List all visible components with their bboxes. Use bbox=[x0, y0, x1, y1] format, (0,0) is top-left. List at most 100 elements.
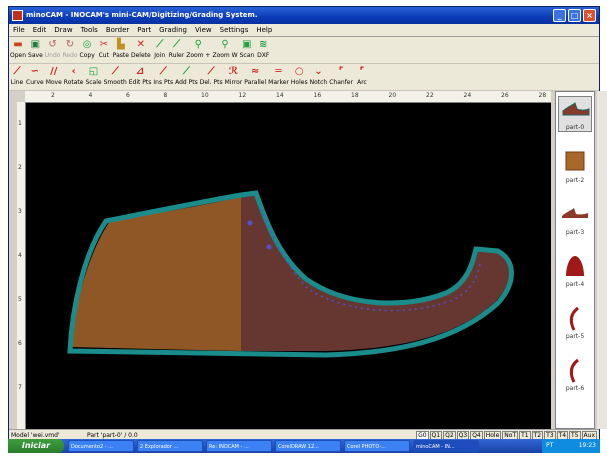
ruler-h-label: 22 bbox=[426, 92, 434, 99]
parallel-icon: ≈ bbox=[251, 66, 260, 77]
ruler-h-label: 12 bbox=[238, 92, 247, 99]
tool-dxf[interactable]: ≋ DXF bbox=[255, 37, 271, 63]
holes-icon: ○ bbox=[294, 66, 304, 77]
ruler-v-label: 1 bbox=[18, 120, 22, 127]
tool-mirror[interactable]: ℛ Mirror bbox=[224, 64, 244, 90]
app-window: minoCAM - INOCAM's mini-CAM/Digitizing/G… bbox=[8, 6, 607, 453]
tool-marker[interactable]: ═ Marker bbox=[267, 64, 290, 90]
marker-icon: ═ bbox=[275, 66, 282, 77]
tool-copy[interactable]: ◎ Copy bbox=[79, 37, 96, 63]
drawing-canvas[interactable] bbox=[26, 103, 551, 429]
menu-view[interactable]: View bbox=[195, 26, 212, 34]
tool-ruler[interactable]: ⟋ Ruler bbox=[168, 37, 186, 63]
zoom-w-icon: ⚲ bbox=[221, 39, 229, 50]
ins-pts-icon: ⟋ bbox=[159, 66, 167, 77]
tool-label: Del. Pts bbox=[199, 79, 223, 86]
system-tray: PT 19:23 bbox=[542, 439, 600, 453]
part-thumbnail[interactable]: part-0 bbox=[558, 96, 592, 132]
language-indicator[interactable]: PT bbox=[546, 442, 554, 449]
tool-rotate[interactable]: ‹ Rotate bbox=[63, 64, 85, 90]
menu-edit[interactable]: Edit bbox=[32, 26, 47, 34]
smooth-icon: ⟋ bbox=[111, 66, 119, 77]
zoom-icon: ⚲ bbox=[194, 39, 202, 50]
part-preview-icon bbox=[569, 358, 579, 383]
tool-scale[interactable]: ◱ Scale bbox=[84, 64, 102, 90]
part-thumbnail[interactable]: part-6 bbox=[558, 356, 592, 392]
parts-scrollbar[interactable] bbox=[597, 91, 607, 429]
tool-redo[interactable]: ↻ Redo bbox=[61, 37, 78, 63]
ruler-corner bbox=[17, 91, 25, 102]
tool-label: Holes bbox=[290, 79, 308, 86]
tool-zoom-w[interactable]: ⚲ Zoom W bbox=[211, 37, 238, 63]
redo-icon: ↻ bbox=[65, 39, 75, 50]
ruler-v-label: 7 bbox=[18, 384, 22, 391]
taskbar-item[interactable]: Re: INOCAM - ... bbox=[206, 440, 272, 452]
menu-part[interactable]: Part bbox=[137, 26, 152, 34]
save-icon: ▣ bbox=[30, 39, 41, 50]
tool-paste[interactable]: ▙ Paste bbox=[112, 37, 130, 63]
menu-file[interactable]: File bbox=[13, 26, 25, 34]
shoe-piece-outline bbox=[67, 190, 514, 358]
menu-border[interactable]: Border bbox=[105, 26, 130, 34]
tool-cut[interactable]: ✂ Cut bbox=[96, 37, 112, 63]
tool-label: Redo bbox=[62, 52, 78, 59]
part-thumbnail[interactable]: part-4 bbox=[558, 252, 592, 288]
part-thumbnail[interactable]: part-3 bbox=[558, 200, 592, 236]
del-pts-icon: ⟋ bbox=[207, 66, 215, 77]
taskbar-item[interactable]: 2 Explorador ... bbox=[137, 440, 203, 452]
tool-smooth[interactable]: ⟋ Smooth bbox=[103, 64, 128, 90]
tool-parallel[interactable]: ≈ Parallel bbox=[243, 64, 267, 90]
menu-settings[interactable]: Settings bbox=[219, 26, 249, 34]
tool-label: Edit Pts bbox=[128, 79, 152, 86]
tool-save[interactable]: ▣ Save bbox=[27, 37, 44, 63]
tool-open[interactable]: ▬ Open bbox=[9, 37, 27, 63]
part-label: part-0 bbox=[565, 124, 585, 131]
tool-undo[interactable]: ↺ Undo bbox=[44, 37, 62, 63]
start-button[interactable]: Iniciar bbox=[8, 439, 64, 453]
ruler-h-label: 20 bbox=[388, 92, 397, 99]
maximize-button[interactable]: □ bbox=[568, 9, 581, 22]
menu-help[interactable]: Help bbox=[256, 26, 273, 34]
ruler-h-label: 4 bbox=[88, 92, 93, 99]
parts-panel: part-0 part-2 part-3 part-4 part-5 part-6 bbox=[555, 91, 595, 429]
tool-del-pts[interactable]: ⟋ Del. Pts bbox=[199, 64, 224, 90]
cut-icon: ✂ bbox=[99, 39, 108, 50]
close-button[interactable]: × bbox=[583, 9, 596, 22]
tool-label: Mirror bbox=[224, 79, 243, 86]
minimize-button[interactable]: _ bbox=[553, 9, 566, 22]
scan-icon: ▣ bbox=[242, 39, 252, 50]
tool-add-pts[interactable]: ⟋ Add Pts bbox=[174, 64, 199, 90]
taskbar-item[interactable]: minoCAM - IN... bbox=[413, 440, 479, 452]
tool-label: Move bbox=[45, 79, 62, 86]
tool-delete[interactable]: ✕ Delete bbox=[130, 37, 152, 63]
tool-scan[interactable]: ▣ Scan bbox=[239, 37, 256, 63]
scale-icon: ◱ bbox=[88, 66, 99, 77]
tool-join[interactable]: ⟋ Join bbox=[152, 37, 168, 63]
tool-label: Join bbox=[154, 52, 166, 59]
part-preview-icon bbox=[562, 102, 590, 116]
part-thumbnail[interactable]: part-2 bbox=[558, 148, 592, 184]
tool-edit-pts[interactable]: ⊿ Edit Pts bbox=[128, 64, 153, 90]
taskbar-item[interactable]: Documento2 - ... bbox=[68, 440, 134, 452]
add-pts-icon: ⟋ bbox=[182, 66, 190, 77]
tool-label: Cut bbox=[98, 52, 109, 59]
chanfer-icon: ⌜ bbox=[338, 66, 344, 77]
tool-holes[interactable]: ○ Holes bbox=[290, 64, 309, 90]
tool-line[interactable]: ⟋ Line bbox=[9, 64, 25, 90]
menu-grading[interactable]: Grading bbox=[159, 26, 187, 34]
tool-arc[interactable]: ⌜ Arc bbox=[354, 64, 370, 90]
tool-zoom[interactable]: ⚲ Zoom + bbox=[185, 37, 211, 63]
menu-tools[interactable]: Tools bbox=[80, 26, 98, 34]
tool-notch[interactable]: ⌄ Notch bbox=[309, 64, 329, 90]
rotate-icon: ‹ bbox=[71, 66, 76, 77]
taskbar-item[interactable]: CorelDRAW 12... bbox=[275, 440, 341, 452]
menu-draw[interactable]: Draw bbox=[54, 26, 73, 34]
tool-curve[interactable]: ∽ Curve bbox=[25, 64, 45, 90]
tool-move[interactable]: // Move bbox=[45, 64, 63, 90]
part-preview-icon bbox=[569, 306, 579, 331]
tool-ins-pts[interactable]: ⟋ Ins Pts bbox=[152, 64, 174, 90]
part-thumbnail[interactable]: part-5 bbox=[558, 304, 592, 340]
taskbar-item[interactable]: Corel PHOTO-... bbox=[344, 440, 410, 452]
tool-chanfer[interactable]: ⌜ Chanfer bbox=[328, 64, 354, 90]
paste-icon: ▙ bbox=[117, 39, 125, 50]
